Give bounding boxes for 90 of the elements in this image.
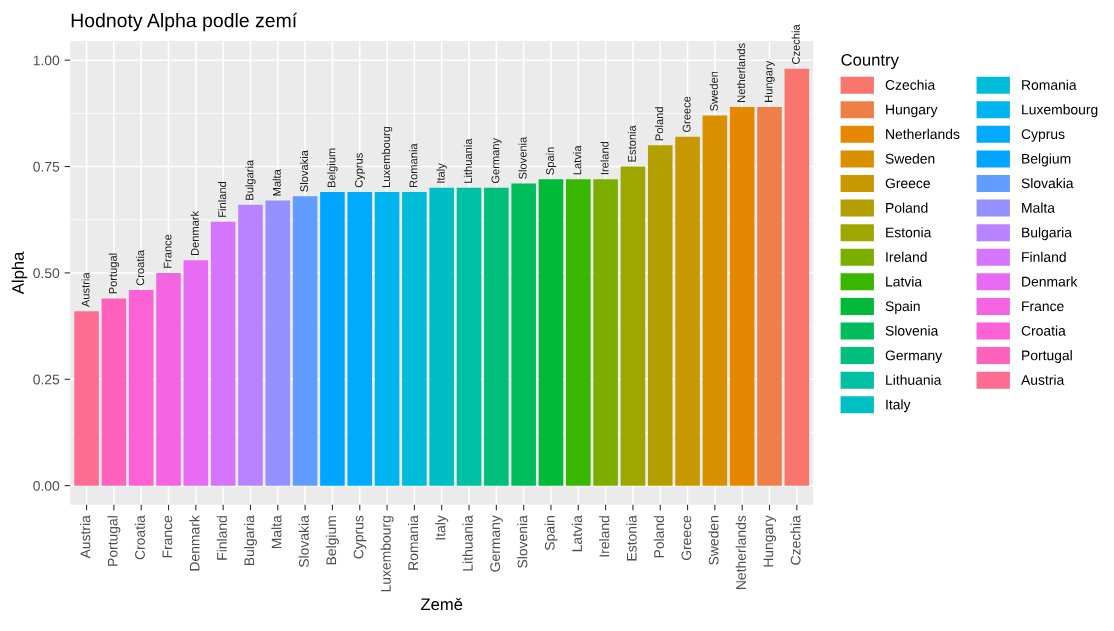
annotation: Cyprus [354, 153, 365, 188]
annotation: Sweden [709, 71, 718, 111]
legend-label: Latvia [886, 276, 923, 287]
y-tick-label: 0.00 [33, 480, 60, 491]
legend-label: Netherlands [886, 128, 960, 140]
x-tick-label: Poland [653, 516, 664, 558]
legend-label: Bulgaria [1022, 227, 1072, 241]
annotation: Lithuania [463, 138, 472, 183]
x-tick-label: Cyprus [353, 515, 367, 559]
annotation: Slovakia [299, 150, 309, 192]
annotation: Italy [436, 163, 447, 183]
legend-label: Austria [1021, 374, 1065, 385]
y-tick-label: 1.00 [33, 55, 60, 66]
annotation: Luxembourg [381, 126, 393, 187]
legend-label: Lithuania [886, 374, 942, 385]
x-tick-label: Croatia [134, 515, 145, 560]
annotation: Germany [491, 137, 502, 184]
annotation: Greece [682, 96, 691, 133]
x-tick-label: Ireland [599, 516, 610, 557]
annotation: Croatia [136, 249, 145, 286]
annotation: Portugal [108, 253, 120, 294]
legend-label: Italy [886, 399, 911, 413]
x-tick-label: Latvia [571, 515, 583, 552]
legend-label: Finland [1022, 251, 1066, 262]
x-tick-label: Luxembourg [380, 516, 394, 592]
annotation: Romania [409, 143, 418, 187]
x-tick-label: Greece [681, 515, 692, 561]
annotation: Spain [545, 147, 557, 175]
annotation: Latvia [573, 145, 582, 175]
x-tick-label: Romania [407, 515, 419, 570]
x-tick-label: Netherlands [735, 515, 746, 589]
legend-label: Cyprus [1021, 129, 1065, 142]
annotation: Bulgaria [245, 159, 256, 200]
annotation: Austria [81, 272, 90, 308]
legend-label: Poland [886, 202, 928, 213]
x-tick-label: France [162, 515, 173, 558]
annotation: Estonia [627, 125, 636, 162]
x-tick-label: Malta [271, 515, 282, 549]
annotation: Czechia [791, 24, 800, 64]
x-tick-label: Belgium [325, 516, 339, 565]
legend-label: Greece [885, 178, 930, 189]
legend-label: Croatia [1021, 325, 1066, 336]
legend-label: Estonia [886, 227, 932, 238]
legend-label: Slovakia [1021, 178, 1074, 189]
x-tick-label: Spain [544, 516, 558, 551]
annotation: Denmark [190, 210, 199, 256]
x-tick-label: Italy [435, 515, 449, 540]
y-tick-label: 0.25 [33, 374, 60, 385]
legend-label: Portugal [1022, 350, 1072, 364]
legend-label: Luxembourg [1022, 104, 1098, 118]
annotation: Slovenia [518, 136, 527, 179]
legend-label: France [1022, 301, 1064, 312]
legend-label: Sweden [885, 153, 935, 164]
annotation: Poland [655, 107, 664, 141]
annotation: Malta [272, 169, 281, 196]
y-tick-label: 0.75 [33, 161, 60, 172]
x-tick-label: Germany [490, 515, 503, 572]
legend-label: Germany [885, 350, 943, 364]
x-tick-label: Slovakia [298, 515, 309, 568]
annotation: France [163, 234, 172, 268]
legend-label: Czechia [885, 79, 936, 90]
x-tick-label: Sweden [708, 516, 719, 565]
annotation: Hungary [764, 60, 775, 102]
annotation: Ireland [600, 141, 609, 175]
annotation: Belgium [327, 148, 338, 187]
annotation: Netherlands [737, 43, 746, 102]
x-tick-label: Austria [80, 515, 91, 559]
legend-label: Hungary [886, 104, 938, 118]
annotation: Finland [217, 181, 227, 217]
legend-label: Romania [1022, 79, 1077, 90]
x-axis-title: Země [420, 597, 463, 611]
legend-label: Spain [885, 300, 920, 314]
x-tick-label: Czechia [790, 515, 801, 565]
legend-label: Ireland [886, 251, 927, 262]
x-tick-label: Estonia [626, 515, 637, 561]
legend-label: Slovenia [885, 325, 939, 336]
x-tick-label: Finland [216, 516, 227, 560]
legend-title: Country [841, 53, 899, 70]
y-tick-label: 0.50 [33, 268, 60, 279]
x-tick-label: Denmark [189, 515, 200, 571]
x-tick-label: Hungary [763, 515, 776, 567]
chart-title: Hodnoty Alpha podle zemí [71, 12, 298, 32]
legend-label: Belgium [1022, 153, 1071, 167]
legend-label: Denmark [1022, 276, 1078, 287]
x-tick-label: Bulgaria [244, 515, 257, 566]
y-axis-title: Alpha [11, 251, 28, 295]
x-tick-label: Lithuania [462, 515, 473, 571]
x-tick-label: Slovenia [517, 515, 528, 568]
x-tick-label: Portugal [107, 516, 121, 566]
legend-label: Malta [1022, 202, 1055, 213]
